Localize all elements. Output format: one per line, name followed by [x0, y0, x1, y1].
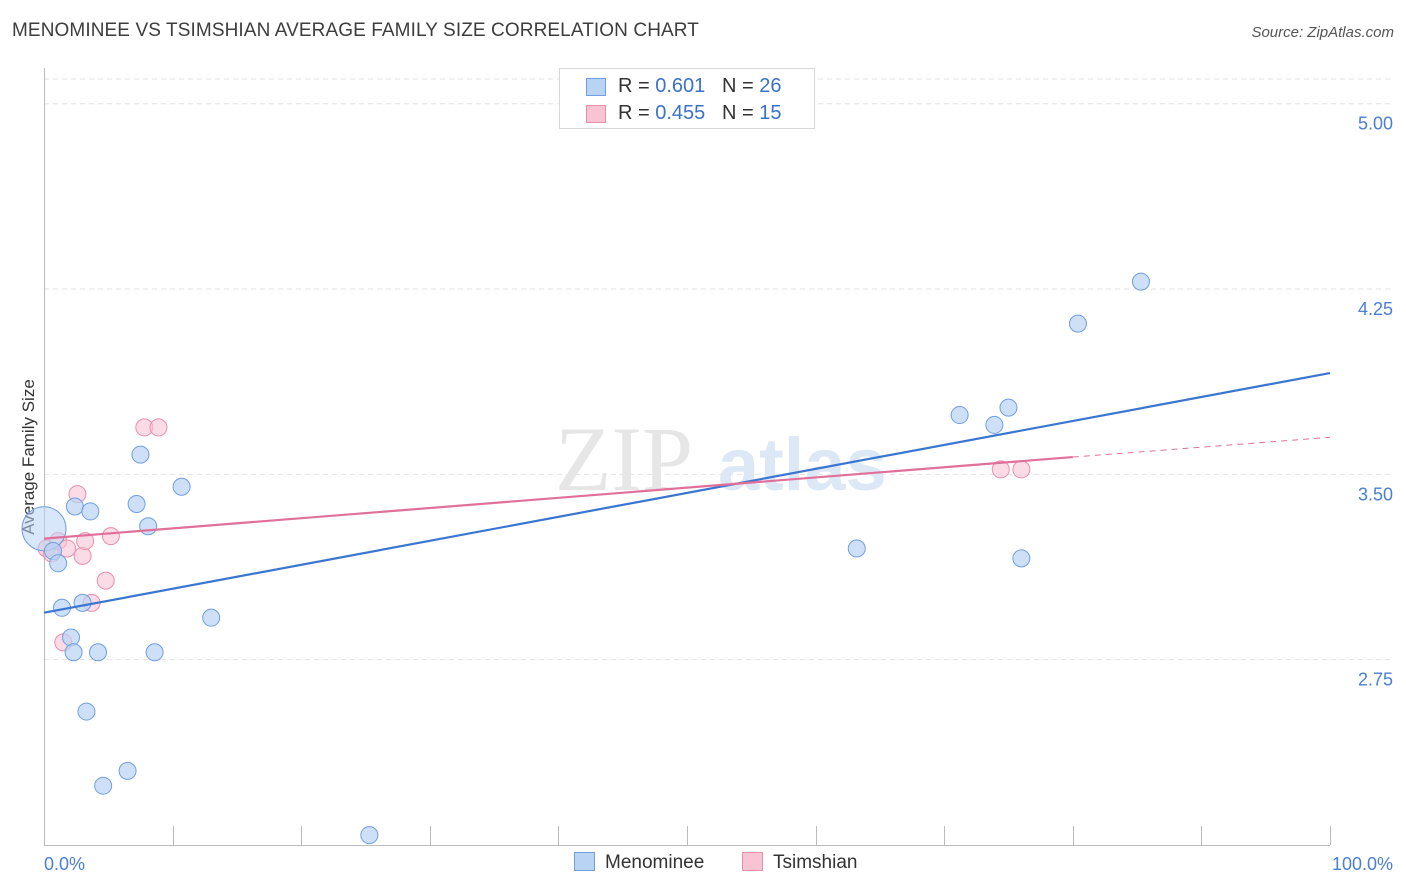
legend-swatch-menominee	[586, 78, 606, 96]
tsimshian-point	[149, 418, 168, 437]
x-tick-marks	[44, 826, 1331, 845]
legend-n-value-tsimshian: 15	[759, 102, 782, 124]
tsimshian-point	[96, 571, 115, 590]
tsimshian-point	[73, 546, 92, 565]
menominee-point	[1012, 549, 1031, 568]
series-legend-tsimshian: Tsimshian	[742, 852, 857, 874]
menominee-point	[1131, 272, 1150, 291]
grid	[44, 78, 1393, 661]
menominee-point	[202, 608, 221, 627]
x-tick-label-max: 100.0%	[1332, 854, 1393, 874]
legend-r-label: R =	[618, 102, 656, 124]
menominee-point	[73, 593, 92, 612]
y-tick-label: 4.25	[1358, 299, 1393, 319]
menominee-point	[81, 502, 100, 521]
series-legend-menominee: Menominee	[574, 852, 704, 874]
series-label-tsimshian: Tsimshian	[773, 852, 858, 873]
menominee-point	[127, 495, 146, 514]
tsimshian-point	[76, 532, 95, 551]
legend-swatch-tsimshian	[586, 105, 606, 123]
menominee-point	[950, 406, 969, 425]
y-tick-label: 3.50	[1358, 484, 1393, 504]
y-tick-labels: 2.75 3.50 4.25 5.00	[1358, 114, 1393, 690]
tsimshian-point	[101, 527, 120, 546]
tsimshian-trend-extension	[1072, 436, 1331, 458]
tsimshian-point	[1012, 460, 1031, 479]
trend-lines	[43, 371, 1331, 614]
menominee-point	[62, 628, 81, 647]
y-tick-label: 2.75	[1358, 670, 1393, 690]
x-tick-label-min: 0.0%	[44, 854, 85, 874]
menominee-point	[64, 643, 83, 662]
source-credit: Source: ZipAtlas.com	[1251, 24, 1394, 41]
correlation-legend: R = 0.601 N = 26 R = 0.455 N = 15	[559, 68, 815, 129]
menominee-point	[1068, 314, 1087, 333]
menominee-point	[145, 643, 164, 662]
legend-n-value-menominee: 26	[759, 75, 782, 97]
legend-n-label: N =	[721, 102, 760, 124]
menominee-point	[77, 702, 96, 721]
menominee-point	[847, 539, 866, 558]
legend-r-value-menominee: 0.601	[655, 75, 706, 97]
menominee-point	[94, 776, 113, 795]
tsimshian-trend-line	[43, 455, 1073, 540]
menominee-point	[49, 554, 68, 573]
menominee-point	[139, 517, 158, 536]
y-axis-label: Average Family Size	[19, 379, 38, 535]
y-tick-label: 5.00	[1358, 114, 1393, 134]
axes	[44, 68, 1330, 846]
menominee-point	[999, 398, 1018, 417]
menominee-trend-line	[43, 371, 1331, 614]
legend-r-label: R =	[618, 75, 656, 97]
menominee-point	[89, 643, 108, 662]
series-label-menominee: Menominee	[605, 852, 705, 873]
menominee-point	[172, 477, 191, 496]
menominee-point	[65, 497, 84, 516]
chart-title: MENOMINEE VS TSIMSHIAN AVERAGE FAMILY SI…	[12, 20, 699, 41]
tsimshian-point	[991, 460, 1010, 479]
menominee-point-large	[21, 506, 67, 552]
menominee-point	[985, 415, 1004, 434]
legend-r-value-tsimshian: 0.455	[655, 102, 706, 124]
menominee-point	[131, 445, 150, 464]
legend-n-label: N =	[721, 75, 760, 97]
menominee-point	[118, 761, 137, 780]
menominee-points	[21, 272, 1150, 845]
menominee-point	[360, 826, 379, 845]
series-swatch-tsimshian	[742, 852, 763, 871]
watermark-atlas: atlas	[718, 423, 887, 506]
series-swatch-menominee	[574, 852, 595, 871]
